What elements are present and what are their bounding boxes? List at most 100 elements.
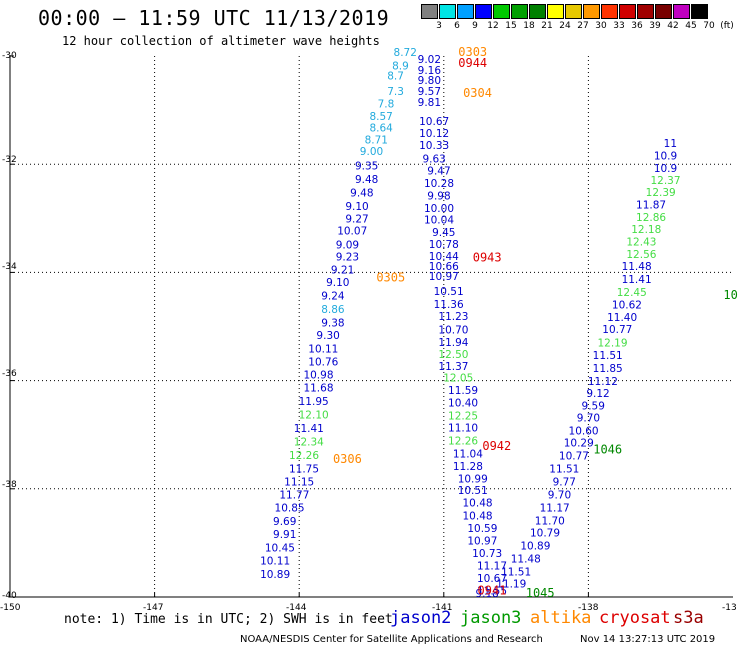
swh-value-label: 10.12 — [419, 128, 449, 140]
swh-value-label: 12.34 — [294, 437, 324, 449]
x-tick-label: -13 — [722, 603, 737, 613]
swh-value-label: 9.48 — [350, 188, 373, 200]
swh-value-label: 10.9 — [654, 150, 677, 162]
swh-value-label: 10.76 — [308, 356, 338, 368]
swh-value-label: 9.69 — [273, 516, 296, 528]
swh-value-label: 11.28 — [453, 461, 483, 473]
swh-value-label: 7.3 — [387, 86, 404, 98]
pass-time-label: 1046 — [593, 443, 622, 457]
swh-value-label: 10.99 — [458, 473, 488, 485]
legend-cryosat: cryosat — [599, 608, 671, 628]
color-scale-label: 15 — [505, 21, 517, 31]
pass-time-label: 0941 — [478, 583, 507, 597]
pass-time-label: 0305 — [376, 271, 405, 285]
swh-value-label: 10.11 — [260, 556, 290, 568]
swh-value-label: 9.38 — [321, 318, 344, 330]
swh-value-label: 10.67 — [419, 116, 449, 128]
swh-value-label: 11.48 — [511, 553, 541, 565]
swh-value-label: 11.23 — [438, 311, 468, 323]
swh-value-label: 10.77 — [602, 324, 632, 336]
swh-value-label: 11.37 — [438, 361, 468, 373]
swh-value-label: 11.04 — [453, 448, 483, 460]
swh-value-label: 11.51 — [593, 350, 623, 362]
color-scale-label: 18 — [523, 21, 535, 31]
x-tick-label: -141 — [432, 603, 453, 613]
swh-value-label: 10.97 — [467, 536, 497, 548]
swh-value-label: 12.86 — [636, 212, 666, 224]
swh-value-label: 12.10 — [299, 409, 329, 421]
color-swatch — [439, 4, 456, 19]
swh-value-label: 11.75 — [289, 464, 319, 476]
color-scale-unit: (ft) — [720, 21, 734, 31]
swh-value-label: 11.77 — [279, 490, 309, 502]
y-tick-label: -36 — [2, 369, 17, 379]
swh-value-label: 9.77 — [553, 477, 576, 489]
y-tick-label: -40 — [2, 591, 17, 601]
swh-value-label: 10.62 — [612, 300, 642, 312]
swh-value-label: 11.51 — [501, 566, 531, 578]
swh-value-label: 10.97 — [429, 271, 459, 283]
swh-value-label: 8.9 — [392, 61, 409, 73]
y-tick-label: -30 — [2, 51, 17, 61]
swh-value-label: 9.63 — [422, 154, 445, 166]
color-swatch — [457, 4, 474, 19]
swh-value-label: 11.17 — [477, 560, 507, 572]
swh-value-label: 10.07 — [337, 226, 367, 238]
swh-value-label: 9.24 — [321, 290, 345, 302]
swh-value-label: 10.48 — [463, 511, 493, 523]
swh-value-label: 12.45 — [617, 287, 647, 299]
swh-value-label: 9.70 — [548, 490, 571, 502]
swh-value-label: 9.70 — [577, 413, 600, 425]
legend-altika: altika — [530, 608, 592, 628]
color-scale-label: 9 — [472, 21, 478, 31]
swh-value-label: 10.89 — [520, 540, 550, 552]
swh-value-label: 11.95 — [299, 396, 329, 408]
swh-value-label: 10.67 — [477, 573, 507, 585]
swh-value-label: 11.87 — [636, 200, 666, 212]
legend-jason3: jason3 — [460, 608, 522, 628]
y-tick-label: -32 — [2, 155, 17, 165]
footnote: note: 1) Time is in UTC; 2) SWH is in fe… — [64, 612, 393, 627]
map-title: 00:00 – 11:59 UTC 11/13/2019 — [38, 6, 390, 30]
swh-value-label: 9.47 — [427, 165, 450, 177]
pass-time-label: 0944 — [458, 56, 487, 70]
pass-time-label: 10 — [723, 288, 737, 302]
swh-value-label: 11.70 — [535, 516, 565, 528]
pass-time-label: 0304 — [463, 86, 492, 100]
color-scale-label: 33 — [613, 21, 625, 31]
swh-value-label: 9.48 — [355, 174, 378, 186]
color-scale-label: 3 — [436, 21, 442, 31]
color-swatch — [547, 4, 564, 19]
swh-value-label: 9.00 — [360, 146, 383, 158]
swh-value-label: 9.91 — [273, 529, 296, 541]
color-swatch — [493, 4, 510, 19]
swh-value-label: 10.44 — [429, 251, 459, 263]
swh-value-label: 12.56 — [626, 249, 656, 261]
swh-value-label: 12.39 — [646, 187, 676, 199]
swh-value-label: 10.70 — [438, 325, 468, 337]
swh-value-label: 10.60 — [569, 426, 599, 438]
swh-value-label: 10.66 — [429, 261, 459, 273]
swh-value-label: 11.36 — [434, 299, 464, 311]
color-swatch — [619, 4, 636, 19]
color-swatch — [601, 4, 618, 19]
swh-value-label: 11 — [664, 138, 677, 150]
color-swatch — [421, 4, 438, 19]
swh-value-label: 11.59 — [448, 385, 478, 397]
map-subtitle: 12 hour collection of altimeter wave hei… — [62, 34, 380, 48]
swh-value-label: 10.59 — [467, 523, 497, 535]
generated-time: Nov 14 13:27:13 UTC 2019 — [580, 634, 716, 645]
color-scale-label: 6 — [454, 21, 460, 31]
swh-value-label: 11.41 — [294, 423, 324, 435]
color-swatch — [583, 4, 600, 19]
x-tick-label: -138 — [578, 603, 599, 613]
color-swatch — [691, 4, 708, 19]
swh-value-label: 8.7 — [387, 70, 404, 82]
swh-value-label: 10.29 — [564, 438, 594, 450]
swh-value-label: 11.15 — [284, 477, 314, 489]
swh-value-label: 11.48 — [622, 261, 652, 273]
swh-value-label: 8.57 — [369, 111, 392, 123]
swh-value-label: 11.12 — [588, 376, 618, 388]
swh-value-label: 10.79 — [530, 527, 560, 539]
